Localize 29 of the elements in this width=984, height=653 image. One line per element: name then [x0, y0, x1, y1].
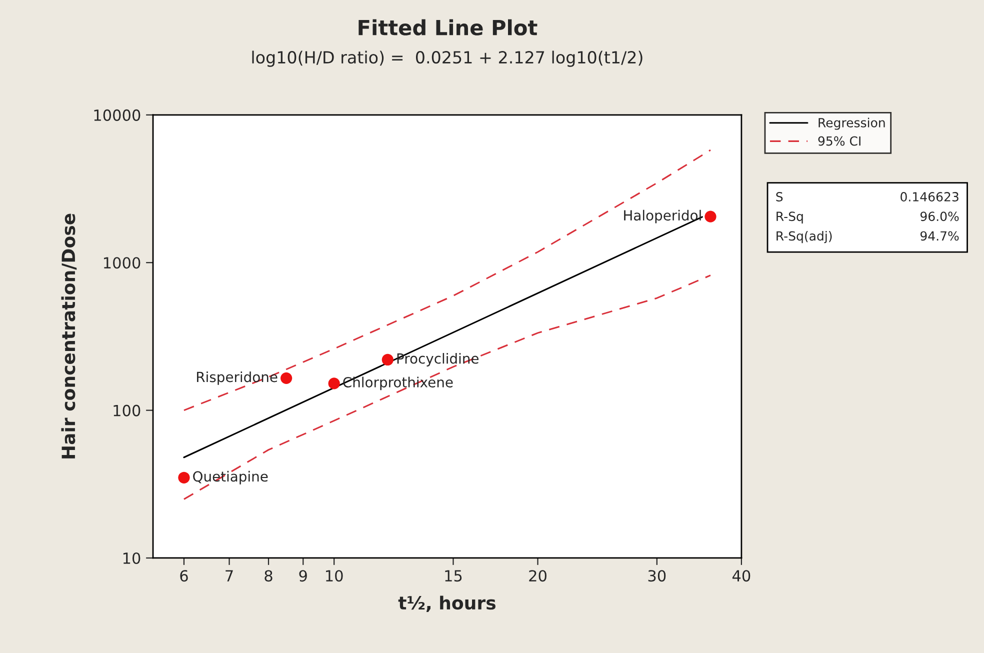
annotation: Risperidone — [197, 371, 278, 385]
legend-label: Regression — [818, 118, 885, 130]
text: R-Sq — [776, 212, 803, 224]
legend-label: 95% CI — [818, 136, 860, 146]
y-tick-label: 10000 — [94, 109, 140, 121]
annotation: Haloperidol — [624, 210, 701, 224]
x-tick-label: 6 — [180, 570, 188, 582]
y-tick-label: 1000 — [104, 257, 140, 269]
chart-subtitle: log10(H/D ratio) = 0.0251 + 2.127 log10(t1/2) — [252, 50, 642, 67]
text: 96.0% — [920, 212, 959, 222]
x-axis-title: t½, hours — [398, 596, 496, 612]
text: 0.146623 — [900, 192, 958, 202]
annotation: Quetiapine — [193, 470, 268, 484]
text: R-Sq(adj) — [776, 230, 832, 244]
x-tick-label: 40 — [732, 570, 750, 582]
text: S — [776, 192, 783, 202]
y-tick-label: 100 — [114, 404, 140, 416]
x-tick-label: 30 — [648, 570, 666, 582]
y-axis-title: Hair concentration/Dose — [61, 214, 77, 458]
y-tick-label: 10 — [123, 552, 140, 564]
x-tick-label: 10 — [326, 570, 343, 582]
x-tick-label: 8 — [264, 570, 272, 582]
chart-title: Fitted Line Plot — [358, 19, 538, 36]
x-tick-label: 15 — [445, 570, 462, 582]
x-tick-label: 7 — [226, 570, 233, 582]
x-tick-label: 9 — [299, 570, 307, 582]
x-tick-label: 20 — [529, 570, 546, 582]
annotation: Chlorprothixene — [343, 376, 453, 390]
text: 94.7% — [920, 231, 959, 241]
